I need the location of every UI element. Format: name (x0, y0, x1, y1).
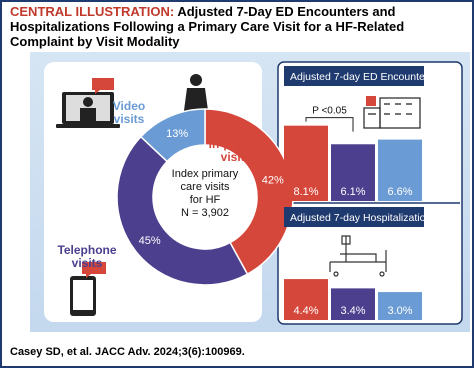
bed-icon (329, 235, 387, 277)
computer-icon (56, 78, 120, 128)
bar (331, 288, 375, 320)
category-label: In-person visits (208, 137, 264, 164)
value-label: 4.4% (293, 305, 318, 317)
header-title: Adjusted 7-Day ED Encounters and Hospita… (10, 4, 405, 49)
bar (284, 279, 328, 320)
center-text: Index primary (172, 168, 239, 180)
header: CENTRAL ILLUSTRATION: Adjusted 7-Day ED … (10, 4, 466, 49)
value-label: 3.4% (340, 305, 365, 317)
donut-segment (116, 135, 249, 286)
category-label: Video visits (112, 99, 146, 126)
value-label: 6.6% (387, 186, 412, 198)
bar (284, 125, 328, 201)
value-label: 3.0% (387, 305, 412, 317)
donut-segment (139, 108, 206, 163)
phone-icon (70, 262, 106, 316)
citation: Casey SD, et al. JACC Adv. 2024;3(6):100… (10, 346, 245, 358)
value-label: 45% (139, 235, 161, 247)
chart-title-bg (284, 66, 424, 86)
hospital-icon (363, 96, 421, 129)
bar (378, 292, 422, 320)
center-text: care visits (181, 181, 230, 193)
center-text: for HF (190, 194, 221, 206)
center-text: N = 3,902 (181, 207, 229, 219)
chart-title: Adjusted 7-day ED Encounters (290, 71, 434, 83)
value-label: 8.1% (293, 186, 318, 198)
value-label: 42% (262, 175, 284, 187)
category-label: Telephone visits (57, 243, 117, 270)
value-label: 13% (166, 128, 188, 140)
header-label: CENTRAL ILLUSTRATION: (10, 4, 175, 19)
chart-title: Adjusted 7-day Hospitalizations (290, 212, 437, 224)
significance-bracket (305, 117, 354, 132)
annotation: P <0.05 (312, 106, 347, 117)
bar (331, 144, 375, 201)
donut-segment (204, 108, 294, 276)
chart-title-bg (284, 207, 424, 227)
value-label: 6.1% (340, 186, 365, 198)
bar (378, 139, 422, 201)
